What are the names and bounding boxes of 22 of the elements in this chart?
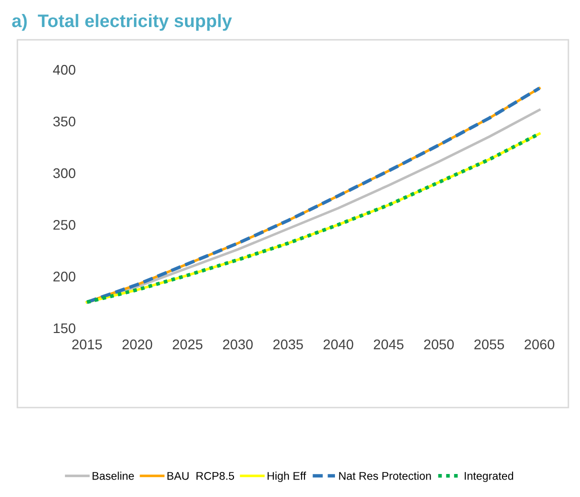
x-tick-label: 2045	[374, 340, 404, 350]
x-tick-label: 2035	[273, 340, 303, 350]
x-tick-label: 2030	[223, 340, 253, 350]
x-tick-label: 2055	[474, 340, 504, 350]
y-tick-label: 300	[53, 168, 76, 178]
legend-label: High Eff	[268, 472, 306, 482]
x-tick-label: 2020	[122, 340, 152, 350]
legend-label: BAU RCP8.5	[168, 472, 234, 480]
x-tick-label: 2015	[72, 340, 102, 350]
x-tick-label: 2050	[424, 340, 454, 350]
y-tick-label: 400	[53, 64, 76, 75]
x-tick-label: 2060	[524, 340, 554, 350]
y-tick-label: 200	[53, 272, 76, 282]
y-tick-label: 150	[54, 323, 76, 334]
legend-label: Baseline	[92, 472, 134, 480]
x-tick-label: 2025	[172, 340, 202, 350]
legend-label: Integrated	[464, 472, 514, 482]
x-tick-label: 2040	[324, 340, 354, 350]
y-tick-label: 250	[53, 220, 76, 230]
y-tick-label: 350	[53, 116, 76, 126]
chart-title: a) Total electricity supply	[12, 14, 232, 31]
legend-label: Nat Res Protection	[339, 472, 431, 480]
